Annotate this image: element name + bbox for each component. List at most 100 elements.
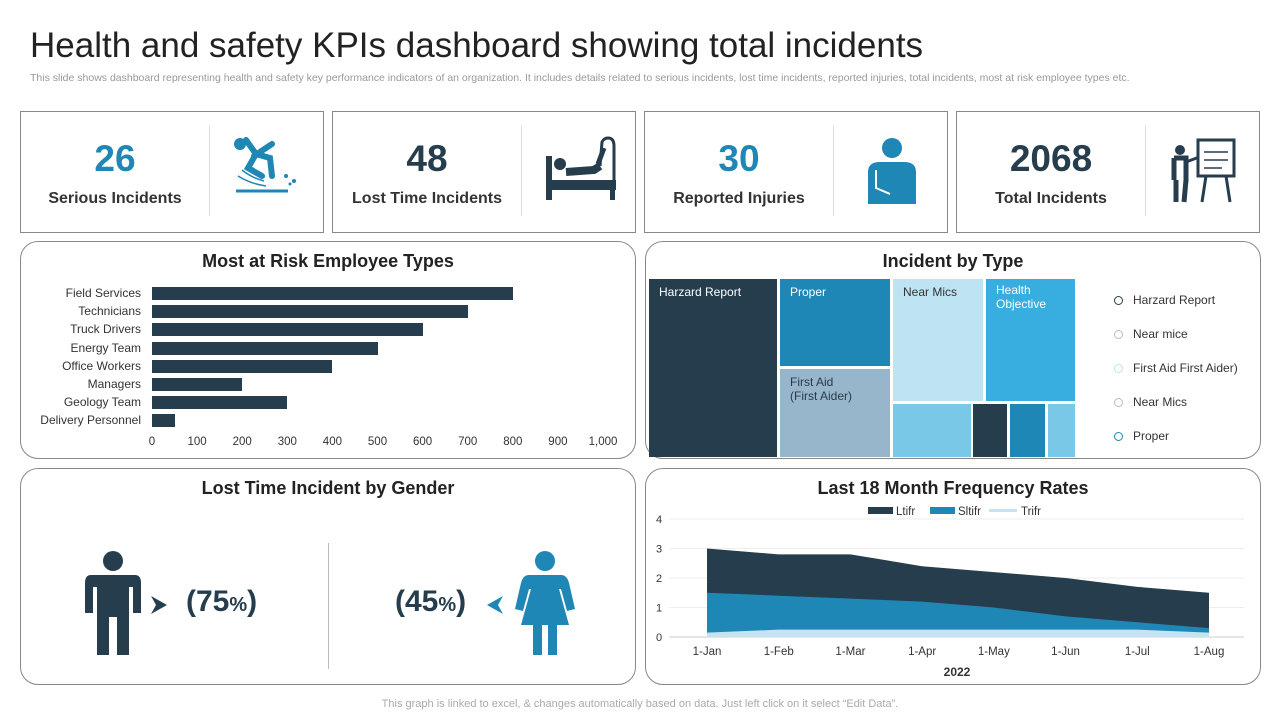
bar[interactable] — [152, 359, 333, 373]
arrow-left-icon — [487, 596, 503, 614]
kpi-value: 48 — [406, 138, 448, 179]
legend-label: Sltifr — [958, 506, 981, 518]
legend-item: Proper — [1114, 429, 1169, 443]
risk-panel: Most at Risk Employee Types Field Servic… — [20, 241, 636, 459]
bar-label: Technicians — [78, 304, 141, 319]
x-tick-label: 1-Feb — [764, 646, 794, 658]
slip-fall-icon — [234, 137, 296, 193]
legend-swatch — [868, 507, 893, 514]
page-title: Health and safety KPIs dashboard showing… — [30, 26, 924, 65]
area-trifr — [707, 629, 1209, 637]
footer-note: This graph is linked to excel, & changes… — [381, 698, 899, 710]
frequency-title: Last 18 Month Frequency Rates — [817, 478, 1089, 498]
legend-label: Near Mics — [1133, 395, 1188, 409]
bar-label: Office Workers — [62, 358, 141, 373]
tile-small[interactable] — [973, 404, 1007, 457]
area-chart: 0 1 2 3 4 1-Jan 1-Feb 1-Mar 1-Apr 1-May 1-Jun 1-Jul… — [656, 506, 1244, 679]
bar[interactable] — [152, 287, 513, 300]
legend-swatch — [930, 507, 955, 514]
kpi-label: Reported Injuries — [673, 190, 805, 207]
legend-label: Harzard Report — [1133, 293, 1216, 307]
legend-label: First Aid First Aider) — [1133, 361, 1238, 375]
gender-panel: Lost Time Incident by Gender (75%) (45%) — [20, 468, 636, 685]
kpi-value: 2068 — [1009, 138, 1093, 179]
x-tick-label: 1-Jan — [693, 646, 722, 658]
legend-label: Trifr — [1021, 506, 1041, 518]
legend-label: Near mice — [1133, 327, 1188, 341]
injured-person-icon — [868, 138, 916, 204]
tile-first-aid[interactable]: First Aid (First Aider) — [780, 369, 890, 457]
legend-item: First Aid First Aider) — [1114, 361, 1238, 375]
bar-label: Truck Drivers — [70, 322, 141, 337]
legend-item: Near mice — [1114, 327, 1188, 341]
y-tick-label: 4 — [656, 514, 662, 526]
legend-item: Harzard Report — [1114, 293, 1215, 307]
x-tick-label: 1-Jul — [1125, 646, 1150, 658]
female-icon — [515, 551, 575, 655]
area-sltifr — [707, 592, 1209, 637]
bar[interactable] — [152, 414, 175, 428]
x-tick-label: 1-Jun — [1051, 646, 1080, 658]
y-tick-label: 2 — [656, 573, 662, 585]
female-percentage: (45%) — [395, 585, 467, 618]
bar-label: Energy Team — [70, 340, 141, 355]
page-subtitle: This slide shows dashboard representing … — [30, 72, 1130, 84]
kpi-value: 30 — [718, 138, 760, 179]
legend-item: Near Mics — [1114, 395, 1187, 409]
bar[interactable] — [152, 323, 423, 337]
male-icon — [85, 551, 141, 655]
y-tick-label: 1 — [656, 603, 662, 615]
bar-label: Delivery Personnel — [40, 413, 141, 428]
x-tick-label: 900 — [548, 436, 568, 448]
x-tick-label: 1-Aug — [1194, 646, 1225, 658]
tile-small[interactable] — [1048, 404, 1075, 457]
bar[interactable] — [152, 396, 288, 410]
divider — [521, 126, 522, 216]
kpi-label: Serious Incidents — [48, 190, 182, 207]
bar-label: Geology Team — [63, 395, 141, 410]
frequency-panel: Last 18 Month Frequency Rates 0 1 2 3 4 1-Jan… — [645, 468, 1261, 685]
tile-proper[interactable]: Proper — [780, 279, 890, 366]
y-tick-label: 3 — [656, 544, 662, 556]
legend-label: Ltifr — [896, 506, 915, 518]
incident-type-title: Incident by Type — [882, 251, 1024, 271]
legend-label: Proper — [1133, 429, 1170, 443]
legend-swatch — [989, 509, 1017, 512]
x-tick-label: 0 — [148, 436, 156, 448]
y-tick-label: 0 — [656, 632, 662, 644]
male-percentage: (75%) — [186, 585, 258, 618]
x-tick-label: 700 — [458, 436, 478, 448]
bar-label: Field Services — [65, 286, 141, 300]
bar[interactable] — [152, 378, 243, 391]
x-tick-label: 300 — [277, 436, 297, 448]
x-tick-label: 100 — [187, 436, 207, 448]
kpi-value: 26 — [94, 138, 136, 179]
incident-type-panel: Incident by Type Harzard Report Proper F… — [645, 241, 1261, 459]
x-tick-label: 200 — [232, 436, 252, 448]
gender-title: Lost Time Incident by Gender — [201, 478, 455, 498]
x-tick-label: 800 — [503, 436, 523, 448]
kpi-label: Total Incidents — [995, 190, 1107, 207]
hospital-bed-icon — [546, 136, 616, 200]
arrow-right-icon — [151, 596, 167, 614]
risk-title: Most at Risk Employee Types — [202, 251, 454, 271]
x-tick-label: 1-Apr — [908, 646, 936, 658]
tile-harzard-report[interactable]: Harzard Report — [649, 279, 777, 457]
bar[interactable] — [152, 341, 378, 355]
tile-small[interactable] — [893, 404, 971, 457]
x-tick-label: 400 — [322, 436, 342, 448]
divider — [328, 543, 329, 669]
divider — [833, 126, 834, 216]
tile-near-mics[interactable]: Near Mics — [893, 279, 983, 401]
bar-label: Managers — [87, 377, 141, 391]
x-tick-label: 500 — [367, 436, 388, 448]
tile-small[interactable] — [1010, 404, 1045, 457]
tile-health-objective[interactable]: Health Objective — [986, 279, 1075, 401]
kpi-card-serious: 26 Serious Incidents — [20, 111, 324, 233]
kpi-card-total: 2068 Total Incidents — [956, 111, 1260, 233]
bar[interactable] — [152, 305, 468, 319]
x-tick-label: 1-Mar — [835, 646, 865, 658]
divider — [1145, 126, 1146, 216]
legend-marker — [1114, 329, 1123, 339]
legend-marker — [1114, 397, 1123, 407]
